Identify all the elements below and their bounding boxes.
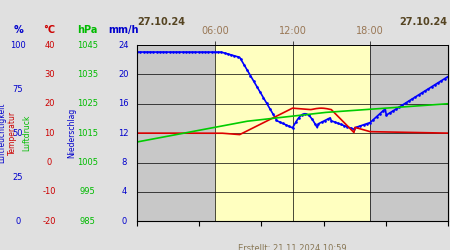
Text: 8: 8 <box>121 158 126 167</box>
Text: 75: 75 <box>13 84 23 94</box>
Text: 1015: 1015 <box>77 129 98 138</box>
Text: %: % <box>13 25 23 35</box>
Text: Temperatur: Temperatur <box>8 111 17 155</box>
Text: 1045: 1045 <box>77 40 98 50</box>
Text: 25: 25 <box>13 173 23 182</box>
Text: Luftfeuchtigkeit: Luftfeuchtigkeit <box>0 103 6 164</box>
Text: 16: 16 <box>118 99 129 108</box>
Text: 10: 10 <box>44 129 55 138</box>
Text: mm/h: mm/h <box>108 25 139 35</box>
Text: 24: 24 <box>118 40 129 50</box>
Text: 40: 40 <box>44 40 55 50</box>
Text: -20: -20 <box>43 217 56 226</box>
Text: 20: 20 <box>118 70 129 79</box>
Text: 0: 0 <box>121 217 126 226</box>
Text: 12: 12 <box>118 129 129 138</box>
Text: 1005: 1005 <box>77 158 98 167</box>
Text: 27.10.24: 27.10.24 <box>400 17 448 27</box>
Text: hPa: hPa <box>77 25 98 35</box>
Bar <box>215 45 370 221</box>
Text: 0: 0 <box>47 158 52 167</box>
Text: 100: 100 <box>10 40 26 50</box>
Text: Erstellt: 21.11.2024 10:59: Erstellt: 21.11.2024 10:59 <box>238 244 347 250</box>
Text: -10: -10 <box>43 188 56 196</box>
Text: 4: 4 <box>121 188 126 196</box>
Text: 20: 20 <box>44 99 55 108</box>
Text: Luftdruck: Luftdruck <box>22 115 32 151</box>
Text: 0: 0 <box>15 217 21 226</box>
Text: °C: °C <box>44 25 55 35</box>
Text: 27.10.24: 27.10.24 <box>137 17 185 27</box>
Text: 50: 50 <box>13 129 23 138</box>
Text: 995: 995 <box>80 188 95 196</box>
Text: 1035: 1035 <box>77 70 98 79</box>
Text: 30: 30 <box>44 70 55 79</box>
Text: Niederschlag: Niederschlag <box>68 108 76 158</box>
Text: 985: 985 <box>80 217 96 226</box>
Text: 1025: 1025 <box>77 99 98 108</box>
